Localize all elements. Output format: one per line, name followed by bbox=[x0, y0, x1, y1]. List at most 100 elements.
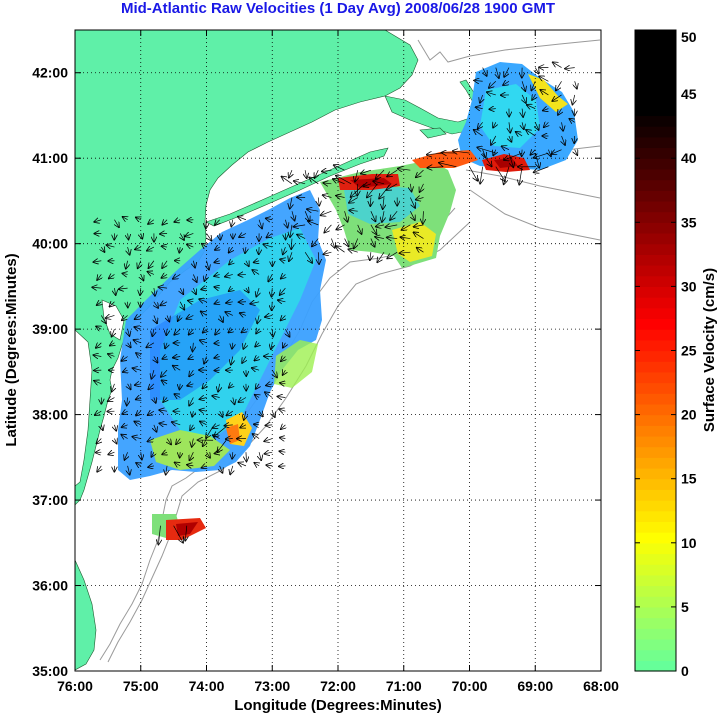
velocity-vector bbox=[254, 463, 259, 466]
velocity-vector bbox=[522, 108, 523, 117]
velocity-vector bbox=[292, 211, 295, 220]
velocity-vector bbox=[187, 315, 194, 318]
velocity-vector bbox=[204, 356, 206, 363]
colorbar-tick-label: 20 bbox=[681, 407, 697, 423]
velocity-vector bbox=[417, 248, 424, 253]
colorbar-band bbox=[635, 126, 676, 138]
velocity-vector bbox=[162, 356, 167, 358]
velocity-vector bbox=[173, 356, 181, 357]
velocity-vector bbox=[282, 177, 293, 185]
x-axis-ticks: 76:00 75:00 74:00 73:00 72:00 71:00 70:00 69:00… bbox=[57, 30, 619, 694]
velocity-vector bbox=[283, 246, 286, 254]
velocity-vector bbox=[297, 235, 306, 239]
velocity-vector bbox=[256, 329, 259, 333]
velocity-vector bbox=[294, 181, 306, 184]
velocity-vector bbox=[281, 315, 286, 320]
velocity-vectors bbox=[92, 62, 577, 544]
velocity-vector bbox=[569, 119, 574, 122]
velocity-vector bbox=[124, 452, 127, 460]
velocity-vector bbox=[280, 259, 285, 260]
velocity-vector bbox=[162, 380, 167, 383]
velocity-vector bbox=[324, 252, 332, 254]
velocity-vector bbox=[336, 225, 345, 230]
velocity-vector bbox=[180, 287, 183, 294]
velocity-vector bbox=[371, 238, 375, 247]
colorbar-band bbox=[635, 147, 676, 159]
velocity-vector bbox=[565, 68, 575, 69]
velocity-vector bbox=[349, 197, 358, 203]
velocity-vector bbox=[119, 288, 128, 289]
velocity-vector bbox=[367, 183, 378, 197]
velocity-vector bbox=[200, 410, 207, 411]
velocity-vector bbox=[556, 81, 562, 90]
velocity-vector bbox=[154, 315, 157, 323]
velocity-vector bbox=[147, 247, 155, 251]
velocity-vector bbox=[94, 220, 102, 222]
x-tick-label: 71:00 bbox=[386, 678, 422, 694]
colorbar-band bbox=[635, 606, 676, 619]
velocity-vector bbox=[280, 383, 285, 384]
velocity-vector bbox=[135, 247, 141, 249]
velocity-vector bbox=[213, 425, 220, 428]
velocity-vector bbox=[410, 211, 414, 220]
velocity-vector bbox=[215, 247, 220, 250]
colorbar-band bbox=[635, 521, 676, 533]
velocity-vector bbox=[172, 422, 181, 425]
velocity-vector bbox=[266, 425, 273, 426]
velocity-vector bbox=[552, 150, 562, 154]
x-tick-label: 76:00 bbox=[57, 678, 93, 694]
velocity-vector bbox=[252, 270, 260, 274]
velocity-vector bbox=[121, 435, 128, 439]
velocity-vector bbox=[285, 219, 287, 228]
velocity-vector bbox=[278, 396, 286, 397]
colorbar-band bbox=[635, 553, 676, 565]
velocity-vector bbox=[281, 274, 286, 278]
velocity-vector bbox=[491, 135, 497, 145]
velocity-vector bbox=[558, 108, 562, 115]
colorbar-tick-label: 35 bbox=[681, 214, 697, 230]
velocity-vector bbox=[307, 209, 319, 211]
velocity-vector bbox=[496, 67, 499, 78]
velocity-vector bbox=[252, 368, 260, 370]
velocity-vector bbox=[92, 287, 102, 288]
velocity-vector bbox=[453, 151, 470, 153]
velocity-vector bbox=[192, 411, 193, 416]
velocity-vector bbox=[503, 81, 510, 85]
velocity-vector bbox=[220, 315, 223, 321]
velocity-vector bbox=[385, 225, 398, 227]
velocity-vector bbox=[336, 246, 345, 253]
velocity-vector bbox=[398, 169, 411, 171]
velocity-vector bbox=[489, 109, 496, 110]
velocity-vector bbox=[246, 452, 247, 461]
colorbar-band bbox=[635, 638, 676, 651]
velocity-zone-long-island-jet-core bbox=[350, 178, 392, 188]
velocity-vector bbox=[193, 287, 196, 294]
velocity-vector bbox=[148, 383, 155, 390]
velocity-vector bbox=[97, 465, 101, 472]
chart-title: Mid-Atlantic Raw Velocities (1 Day Avg) … bbox=[121, 0, 555, 17]
velocity-vector bbox=[148, 411, 155, 415]
velocity-vector bbox=[122, 411, 127, 414]
velocity-vector bbox=[230, 465, 233, 474]
velocity-vector bbox=[193, 342, 194, 351]
colorbar-band bbox=[635, 596, 676, 608]
velocity-vector bbox=[257, 315, 259, 323]
velocity-vector bbox=[387, 251, 398, 258]
colorbar-band bbox=[635, 200, 676, 213]
velocity-vector bbox=[323, 183, 332, 184]
velocity-vector bbox=[265, 452, 273, 454]
velocity-vector bbox=[187, 244, 194, 247]
x-axis-label: Longitude (Degrees:Minutes) bbox=[234, 697, 442, 714]
velocity-vector bbox=[283, 370, 286, 375]
colorbar-band bbox=[635, 265, 676, 277]
colorbar-band bbox=[635, 425, 676, 437]
velocity-vector bbox=[187, 465, 194, 466]
velocity-vector bbox=[199, 299, 207, 302]
velocity-vector bbox=[289, 252, 292, 261]
colorbar-band bbox=[635, 489, 676, 501]
velocity-vector bbox=[233, 397, 235, 405]
velocity-vector bbox=[193, 274, 196, 282]
velocity-vector bbox=[323, 195, 332, 197]
colorbar-band bbox=[635, 211, 676, 223]
velocity-vector bbox=[238, 463, 247, 466]
